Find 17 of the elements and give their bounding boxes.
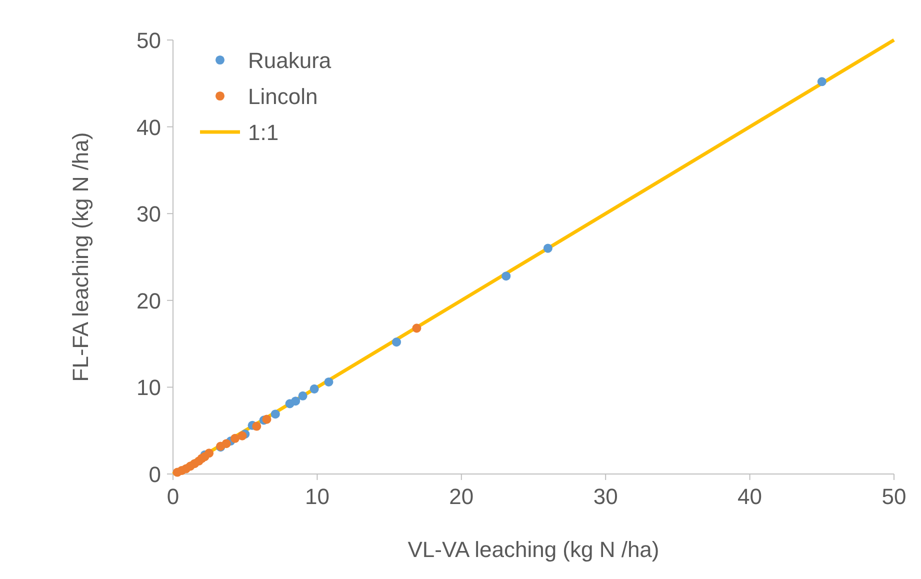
y-tick-label: 40 <box>136 114 161 140</box>
x-tick-label: 10 <box>304 484 330 509</box>
y-tick-label: 50 <box>136 28 161 53</box>
legend-label: Lincoln <box>248 84 318 109</box>
x-tick-label: 40 <box>738 484 762 509</box>
legend-label: Ruakura <box>248 48 332 73</box>
x-tick-label: 0 <box>166 484 180 509</box>
y-tick-label: 20 <box>136 288 161 314</box>
y-tick-label: 30 <box>136 202 161 227</box>
x-tick-label: 20 <box>449 484 474 509</box>
x-tick-label: 30 <box>593 484 618 509</box>
y-axis-title: FL-FA leaching (kg N /ha) <box>68 132 93 382</box>
x-tick-label: 50 <box>882 484 906 509</box>
y-tick-label: 0 <box>148 462 161 487</box>
x-axis-title: VL-VA leaching (kg N /ha) <box>408 537 660 562</box>
legend-label: 1:1 <box>248 120 279 145</box>
y-tick-label: 10 <box>136 375 161 400</box>
